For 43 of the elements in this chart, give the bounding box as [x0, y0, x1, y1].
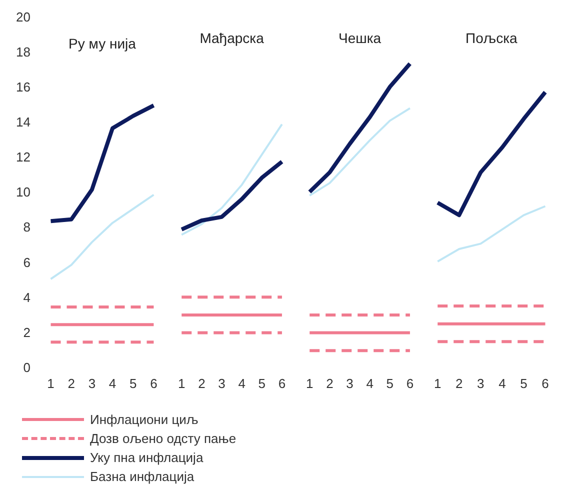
x-tick-label: 6	[150, 376, 158, 391]
x-tick-label: 6	[278, 376, 286, 391]
x-tick-label: 1	[434, 376, 442, 391]
x-tick-label: 6	[406, 376, 414, 391]
x-tick-label: 3	[218, 376, 226, 391]
legend-label: Инфлациони циљ	[90, 412, 198, 427]
y-tick-label: 12	[16, 150, 30, 165]
text: Чешка	[338, 30, 382, 46]
x-tick-label: 5	[386, 376, 394, 391]
x-tick-label: 3	[346, 376, 354, 391]
y-tick-label: 4	[23, 290, 30, 305]
y-tick-label: 2	[23, 324, 30, 340]
text: Ру му нија	[68, 36, 136, 52]
x-tick-label: 2	[198, 376, 206, 391]
y-tick-label: 6	[23, 254, 30, 270]
x-tick-label: 2	[326, 376, 334, 391]
y-tick-label: 0	[23, 360, 30, 375]
y-tick-label: 18	[16, 44, 30, 60]
x-tick-label: 2	[456, 376, 463, 391]
y-tick-label: 10	[16, 184, 30, 200]
x-tick-label: 5	[258, 376, 266, 391]
y-tick-label: 20	[16, 9, 30, 24]
x-tick-label: 6	[542, 376, 549, 391]
x-tick-label: 5	[130, 376, 137, 391]
legend-label: Дозв ољено одсту пање	[90, 431, 236, 446]
x-tick-label: 5	[520, 376, 528, 391]
legend-label: Уку пна инфлација	[90, 450, 204, 465]
x-tick-label: 1	[306, 376, 314, 391]
y-tick-label: 14	[16, 114, 30, 130]
x-tick-label: 3	[88, 376, 96, 391]
legend-label: Базна инфлација	[90, 469, 194, 484]
text: Мађарска	[200, 30, 264, 46]
x-tick-label: 4	[498, 376, 506, 391]
x-tick-label: 1	[47, 376, 54, 391]
x-tick-label: 4	[108, 376, 116, 391]
text: Пољска	[466, 30, 518, 46]
x-tick-label: 3	[477, 376, 484, 391]
x-tick-label: 1	[178, 376, 186, 391]
x-tick-label: 2	[68, 376, 75, 391]
x-tick-label: 4	[238, 376, 246, 391]
y-tick-label: 8	[23, 220, 30, 235]
y-tick-label: 16	[16, 80, 30, 94]
x-tick-label: 4	[366, 376, 374, 391]
